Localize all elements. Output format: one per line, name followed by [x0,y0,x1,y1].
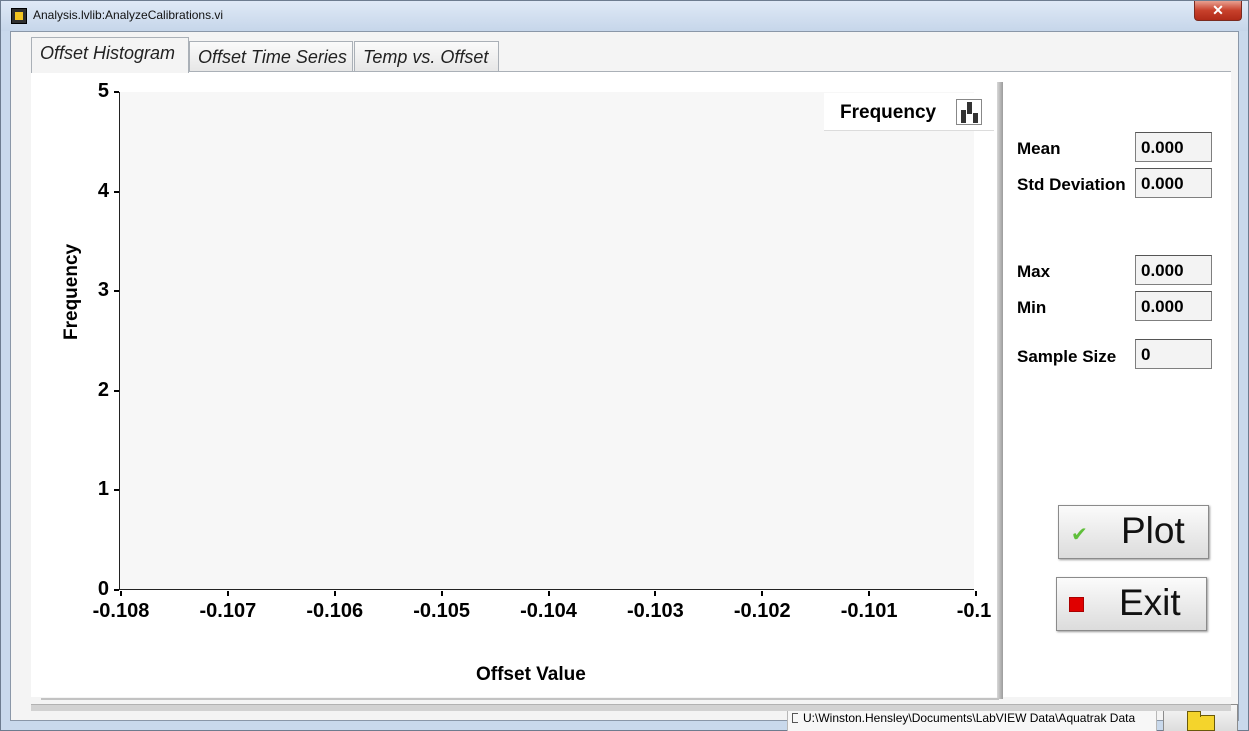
y-tick-mark [114,190,119,193]
histogram-style-icon[interactable] [956,99,982,125]
plot-button-label: Plot [1121,510,1185,551]
sample-size-label: Sample Size [1017,347,1117,366]
window-title: Analysis.lvlib:AnalyzeCalibrations.vi [33,8,224,22]
stop-icon [1069,597,1084,612]
x-tick-mark [120,591,122,596]
x-tick-mark [226,591,229,596]
x-tick-mark [761,591,764,596]
file-path-text: U:\Winston.Hensley\Documents\LabVIEW Dat… [803,711,1136,725]
y-tick-label: 2 [97,378,109,401]
close-window-button[interactable]: ✕ [1194,1,1242,21]
x-tick-label: -0.105 [413,600,470,622]
y-tick-mark [114,589,119,591]
x-tick-label: -0.108 [92,600,150,622]
separator-line [41,698,999,700]
x-tick-mark [868,591,871,596]
y-tick-label: 3 [97,279,109,302]
checkmark-icon: ✔ [1071,524,1088,546]
panel-splitter[interactable] [997,82,1003,699]
x-tick-label: -0.106 [306,600,364,622]
plot-legend[interactable]: Frequency [824,93,994,131]
max-indicator: 0.000 [1135,255,1212,285]
x-tick-mark [654,591,657,596]
tab-divider [31,71,1231,72]
max-label: Max [1017,262,1051,281]
sample-size-indicator: 0 [1135,339,1212,369]
path-browse-indicator-icon [792,713,798,723]
labview-app-icon [11,8,27,24]
y-tick-mark [114,389,119,392]
x-tick-mark [547,591,550,596]
y-axis-label: Frequency [61,243,82,340]
x-tick-label: -0.103 [627,600,684,622]
std-deviation-indicator: 0.000 [1135,168,1212,198]
std-deviation-label: Std Deviation [1017,175,1126,194]
min-label: Min [1017,298,1047,317]
x-axis-label: Offset Value [476,664,586,685]
title-bar[interactable]: Analysis.lvlib:AnalyzeCalibrations.vi ✕ [1,1,1248,31]
histogram-graph[interactable]: 0 1 2 3 4 5 -0.108 -0.107 -0.106 -0.105 -0.104 -0.… [31,80,997,685]
exit-button-label: Exit [1119,582,1181,623]
x-tick-label: -0.102 [733,600,791,622]
tab-offset-histogram[interactable]: Offset Histogram [31,37,189,73]
tab-offset-time-series[interactable]: Offset Time Series [189,41,353,72]
y-tick-label: 5 [97,80,109,102]
y-tick-mark [114,91,119,93]
min-indicator: 0.000 [1135,291,1212,321]
y-tick-label: 1 [97,478,109,501]
x-tick-label: -0.107 [199,600,257,622]
mean-indicator: 0.000 [1135,132,1212,162]
tab-page-offset-histogram: 0 1 2 3 4 5 -0.108 -0.107 -0.106 -0.105 -0.104 -0.… [31,72,1238,731]
exit-button[interactable]: Exit [1056,577,1207,631]
tab-temp-vs-offset[interactable]: Temp vs. Offset [354,41,499,72]
mean-label: Mean [1017,139,1061,158]
status-strip [31,704,1231,711]
y-tick-label: 4 [97,179,109,202]
folder-icon [1187,711,1215,731]
front-panel: Offset Histogram Offset Time Series Temp… [10,31,1239,731]
x-tick-mark [333,591,336,596]
x-tick-label: -0.101 [840,600,898,622]
x-tick-label: -0.104 [520,600,577,622]
y-tick-label: 0 [97,578,109,600]
x-tick-label: -0.1 [956,600,992,622]
x-tick-mark [975,591,977,596]
y-tick-mark [114,290,119,293]
legend-series-label: Frequency [840,102,937,123]
plot-button[interactable]: ✔ Plot [1058,505,1209,559]
x-tick-mark [440,591,443,596]
y-tick-mark [114,489,119,492]
plot-area[interactable] [119,92,974,590]
